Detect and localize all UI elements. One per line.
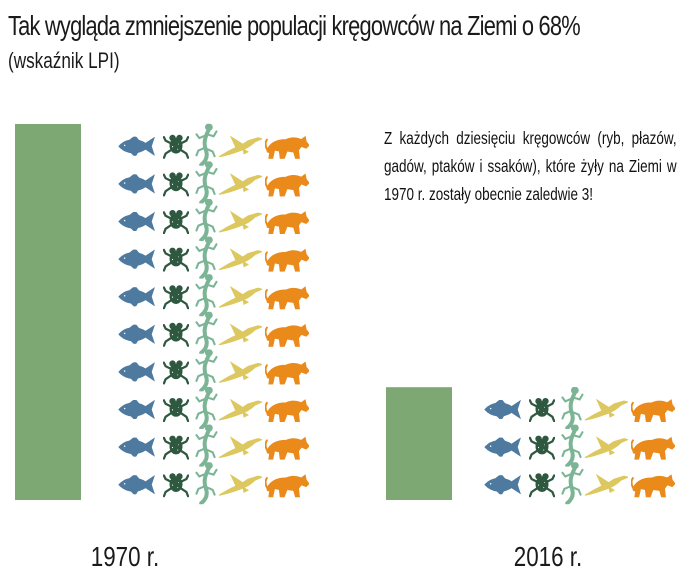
frog-icon bbox=[163, 397, 189, 422]
mammal-icon bbox=[265, 323, 309, 347]
frog-icon bbox=[163, 284, 189, 310]
frog-icon bbox=[529, 397, 555, 422]
bird-icon bbox=[218, 173, 262, 195]
lizard-icon bbox=[196, 387, 216, 428]
fish-icon bbox=[118, 400, 155, 419]
fish-icon bbox=[118, 437, 155, 457]
fish-icon bbox=[118, 287, 155, 307]
lizard-icon bbox=[196, 462, 216, 503]
mammal-icon bbox=[631, 436, 675, 460]
mammal-icon bbox=[265, 248, 309, 272]
mammal-icon bbox=[265, 398, 309, 422]
category-label-1: 2016 r. bbox=[514, 542, 582, 573]
bird-icon bbox=[218, 474, 262, 496]
annotation-text: Z każdych dziesięciu kręgowców (ryb, pła… bbox=[384, 128, 677, 204]
bird-icon bbox=[584, 399, 628, 421]
frog-icon bbox=[163, 322, 189, 347]
bird-icon bbox=[584, 437, 628, 459]
frog-icon bbox=[163, 359, 189, 385]
frog-icon bbox=[163, 134, 189, 159]
fish-icon bbox=[118, 249, 155, 269]
fish-icon bbox=[118, 475, 155, 495]
lizard-icon bbox=[562, 387, 582, 428]
frog-icon bbox=[163, 246, 189, 272]
lizard-icon bbox=[196, 199, 216, 240]
mammal-icon bbox=[265, 286, 309, 310]
mammal-icon bbox=[265, 474, 309, 498]
lizard-icon bbox=[196, 425, 216, 466]
fish-icon bbox=[118, 174, 155, 194]
mammal-icon bbox=[265, 135, 309, 159]
bird-icon bbox=[218, 399, 262, 421]
mammal-icon bbox=[631, 398, 675, 422]
bird-icon bbox=[218, 324, 262, 346]
lizard-icon bbox=[562, 462, 582, 503]
mammal-icon bbox=[265, 210, 309, 234]
bird-icon bbox=[218, 361, 262, 383]
lizard-icon bbox=[196, 237, 216, 278]
frog-icon bbox=[529, 472, 555, 498]
chart-subtitle: (wskaźnik LPI) bbox=[8, 48, 120, 73]
bird-icon bbox=[584, 474, 628, 496]
fish-icon bbox=[118, 212, 155, 231]
bar-0 bbox=[15, 124, 81, 500]
frog-icon bbox=[163, 434, 189, 460]
bird-icon bbox=[218, 211, 262, 233]
lizard-icon bbox=[196, 312, 216, 353]
frog-icon bbox=[163, 209, 189, 234]
fish-icon bbox=[484, 400, 521, 419]
frog-icon bbox=[163, 472, 189, 498]
mammal-icon bbox=[265, 436, 309, 460]
mammal-icon bbox=[265, 361, 309, 385]
frog-icon bbox=[163, 171, 189, 197]
bird-icon bbox=[218, 286, 262, 308]
fish-icon bbox=[118, 324, 155, 344]
lizard-icon bbox=[196, 161, 216, 202]
bird-icon bbox=[218, 136, 262, 158]
lizard-icon bbox=[562, 425, 582, 466]
fish-icon bbox=[484, 475, 521, 495]
bird-icon bbox=[218, 437, 262, 459]
lizard-icon bbox=[196, 274, 216, 315]
fish-icon bbox=[484, 437, 521, 457]
mammal-icon bbox=[631, 474, 675, 498]
bar-1 bbox=[386, 387, 452, 500]
lizard-icon bbox=[196, 124, 216, 165]
category-label-0: 1970 r. bbox=[91, 542, 159, 573]
lizard-icon bbox=[196, 349, 216, 390]
mammal-icon bbox=[265, 173, 309, 197]
fish-icon bbox=[118, 362, 155, 382]
fish-icon bbox=[118, 136, 155, 156]
chart-title: Tak wygląda zmniejszenie populacji kręgo… bbox=[8, 10, 581, 41]
bird-icon bbox=[218, 249, 262, 271]
frog-icon bbox=[529, 434, 555, 460]
